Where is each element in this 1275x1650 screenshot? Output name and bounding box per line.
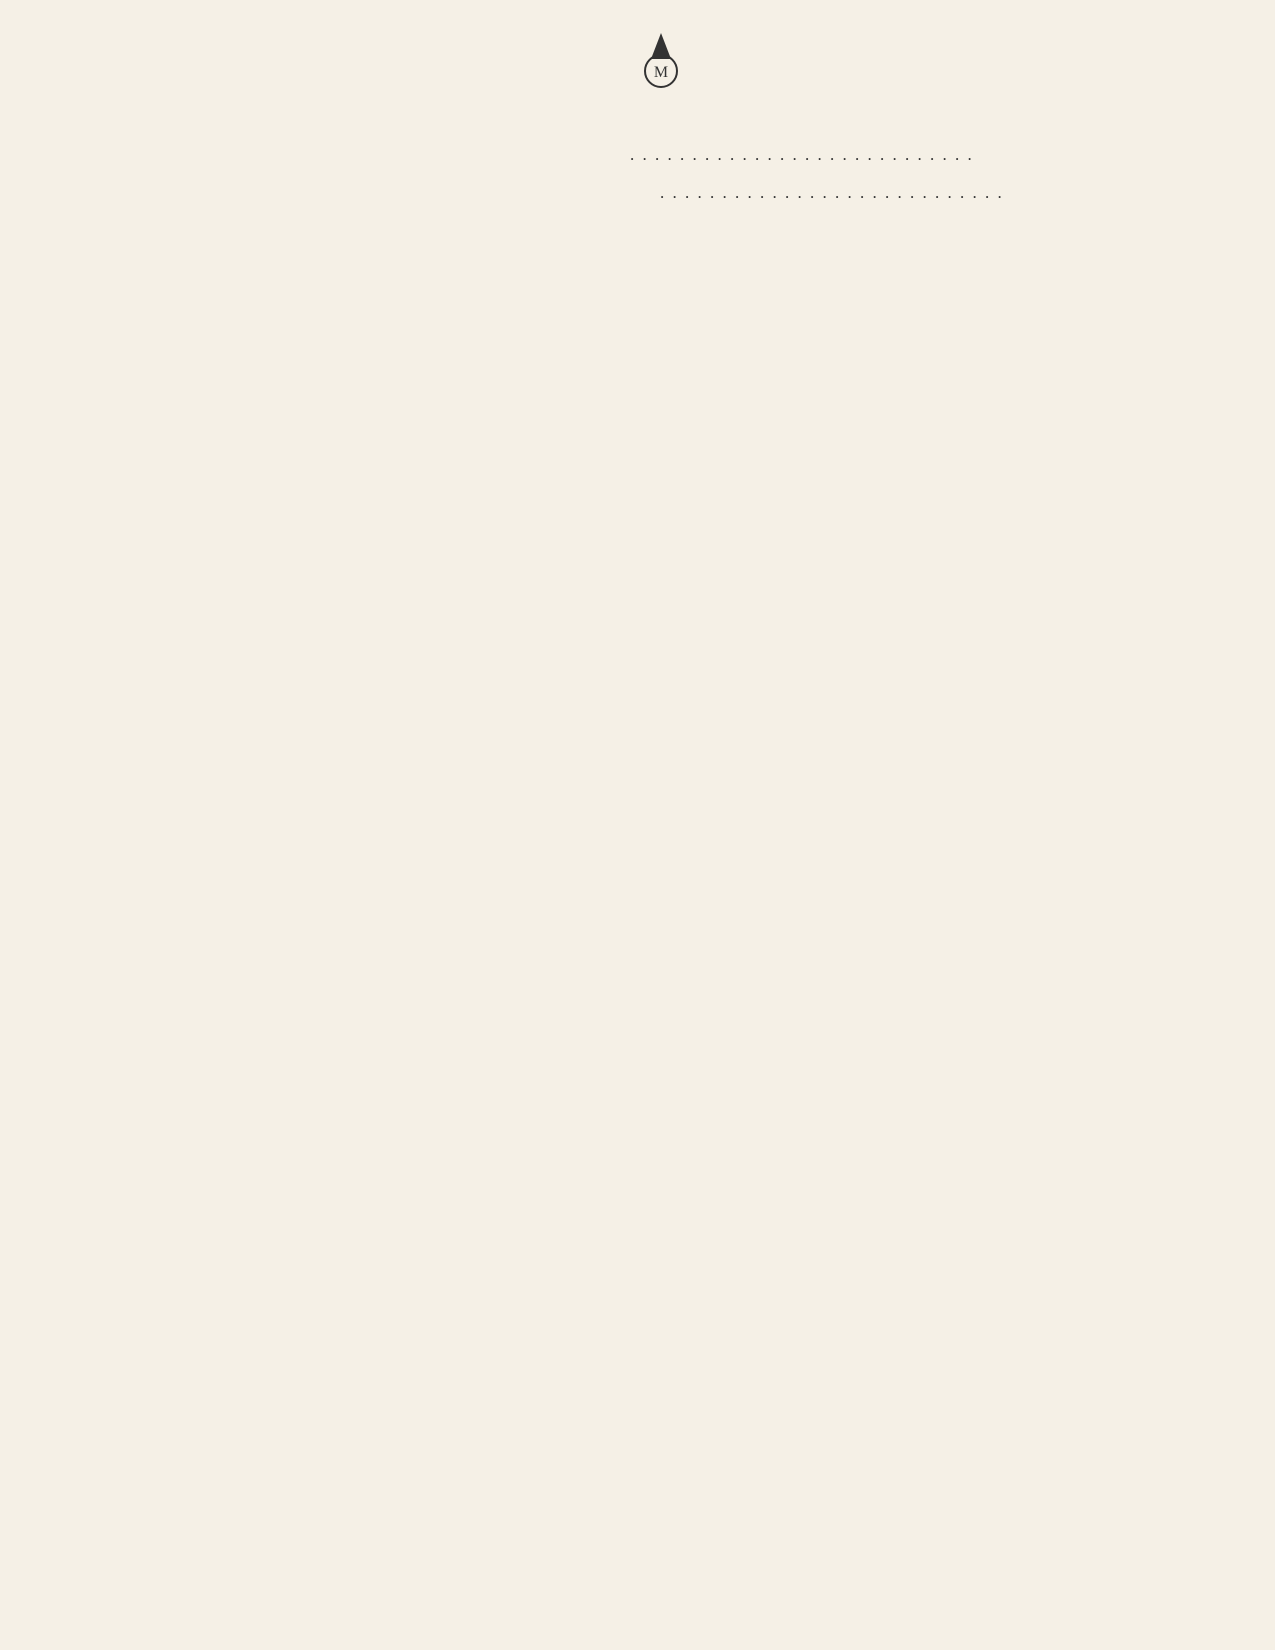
- letterhead: M: [90, 30, 1215, 90]
- company-block: [599, 30, 615, 50]
- example-block: [630, 223, 1190, 247]
- special-packing-line: [660, 181, 1190, 205]
- logo-icon: M: [633, 30, 688, 90]
- see-page-line: [630, 143, 1190, 167]
- svg-text:M: M: [653, 64, 667, 81]
